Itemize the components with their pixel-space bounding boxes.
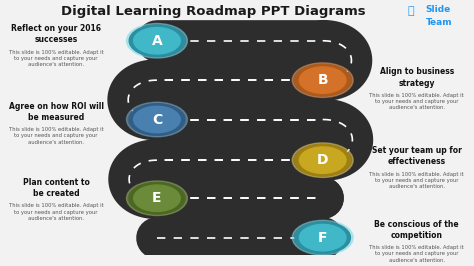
Circle shape: [295, 222, 350, 253]
Circle shape: [129, 182, 185, 214]
Text: Digital Learning Roadmap PPT Diagrams: Digital Learning Roadmap PPT Diagrams: [61, 5, 365, 18]
Circle shape: [134, 185, 180, 211]
Circle shape: [300, 147, 346, 173]
Circle shape: [134, 106, 180, 133]
Text: Reflect on your 2016
successes: Reflect on your 2016 successes: [11, 24, 101, 44]
Text: This slide is 100% editable. Adapt it
to your needs and capture your
audience's : This slide is 100% editable. Adapt it to…: [9, 203, 103, 221]
Text: This slide is 100% editable. Adapt it
to your needs and capture your
audience's : This slide is 100% editable. Adapt it to…: [9, 50, 103, 67]
Circle shape: [127, 102, 187, 137]
Text: A: A: [152, 34, 162, 48]
Text: C: C: [152, 113, 162, 127]
Circle shape: [292, 63, 353, 97]
Text: Plan content to
be created: Plan content to be created: [23, 178, 90, 198]
Text: Set your team up for
effectiveness: Set your team up for effectiveness: [372, 146, 462, 166]
Circle shape: [134, 28, 180, 54]
Text: ⬛: ⬛: [408, 6, 414, 16]
Circle shape: [295, 64, 350, 96]
Text: Agree on how ROI will
be measured: Agree on how ROI will be measured: [9, 102, 104, 122]
Text: D: D: [317, 153, 328, 167]
Text: B: B: [318, 73, 328, 87]
Text: This slide is 100% editable. Adapt it
to your needs and capture your
audience's : This slide is 100% editable. Adapt it to…: [369, 93, 464, 110]
Circle shape: [292, 143, 353, 177]
Circle shape: [129, 25, 185, 56]
Circle shape: [127, 23, 187, 58]
Text: This slide is 100% editable. Adapt it
to your needs and capture your
audience's : This slide is 100% editable. Adapt it to…: [369, 172, 464, 189]
Circle shape: [295, 144, 350, 176]
Circle shape: [300, 67, 346, 93]
Circle shape: [292, 220, 353, 255]
Text: This slide is 100% editable. Adapt it
to your needs and capture your
audience's : This slide is 100% editable. Adapt it to…: [9, 127, 103, 144]
Text: E: E: [152, 191, 162, 205]
Text: Slide: Slide: [426, 5, 451, 14]
Circle shape: [127, 181, 187, 215]
Circle shape: [300, 225, 346, 251]
Text: F: F: [318, 231, 328, 245]
Circle shape: [129, 104, 185, 135]
Text: Be conscious of the
competition: Be conscious of the competition: [374, 220, 459, 240]
Text: Align to business
strategy: Align to business strategy: [380, 68, 454, 88]
Text: This slide is 100% editable. Adapt it
to your needs and capture your
audience's : This slide is 100% editable. Adapt it to…: [369, 245, 464, 263]
Text: Team: Team: [426, 18, 452, 27]
